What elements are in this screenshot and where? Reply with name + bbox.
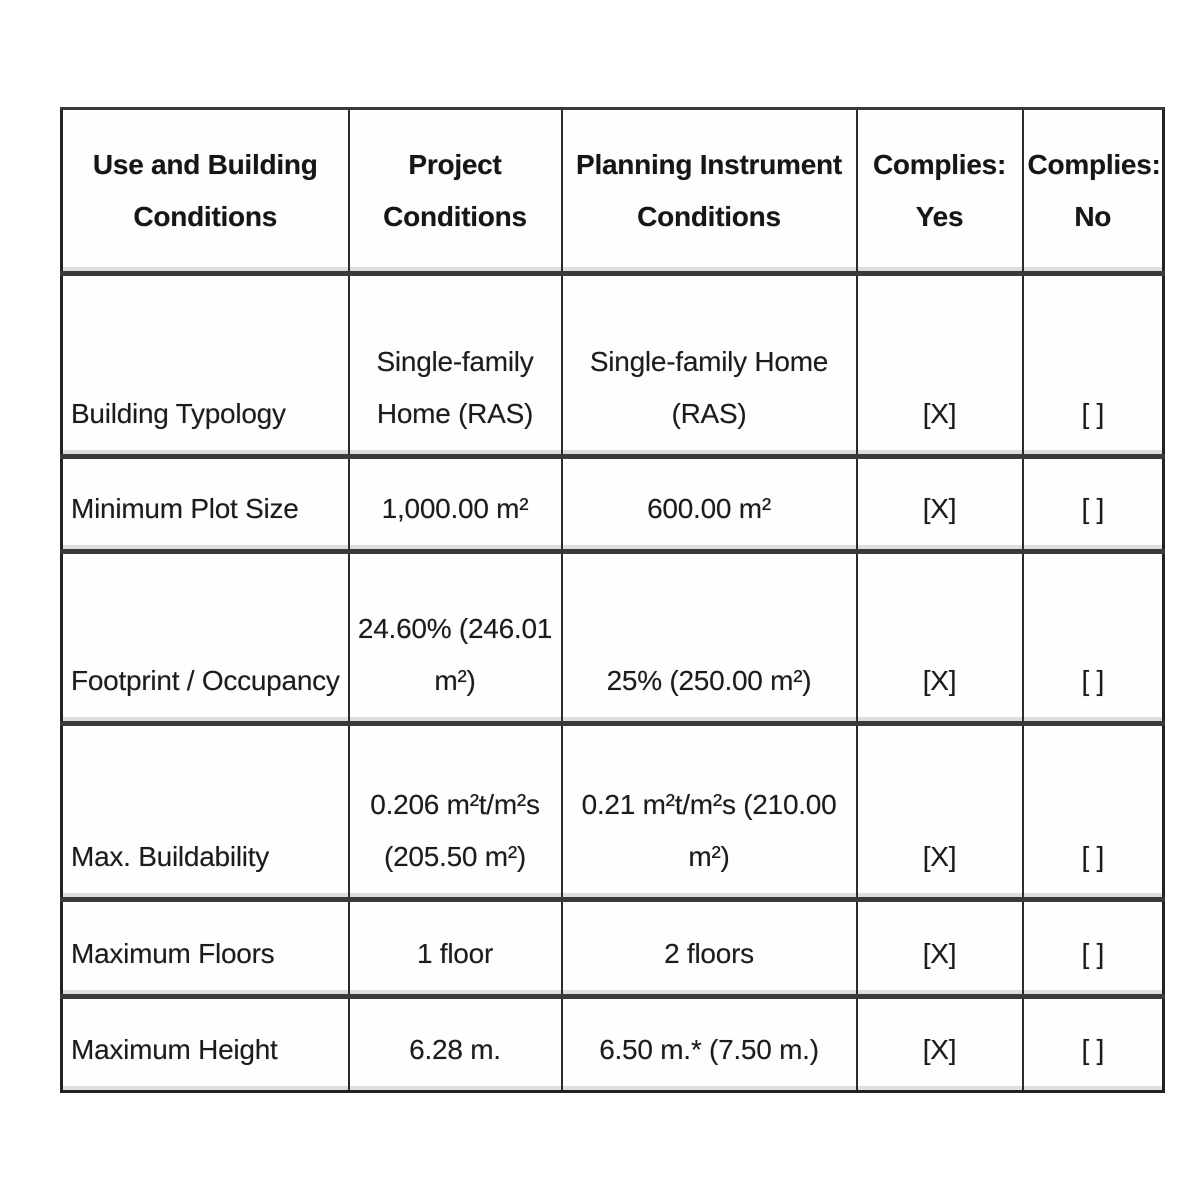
complies-no-mark: [ ]	[1021, 271, 1165, 458]
table-row-maximum-floors: Maximum Floors 1 floor 2 floors [X] [ ]	[60, 897, 1165, 998]
planning-instrument-value: 0.21 m²t/m²s (210.00 m²)	[560, 721, 858, 901]
table-row-max-buildability: Max. Buildability 0.206 m²t/m²s (205.50 …	[60, 721, 1165, 901]
table-row-building-typology: Building Typology Single-family Home (RA…	[60, 271, 1165, 458]
project-conditions-value: Single-family Home (RAS)	[347, 271, 563, 458]
complies-no-mark: [ ]	[1021, 549, 1165, 725]
header-planning-instrument-conditions: Planning Instrument Conditions	[560, 107, 858, 275]
table-row-minimum-plot-size: Minimum Plot Size 1,000.00 m² 600.00 m² …	[60, 454, 1165, 553]
project-conditions-value: 1 floor	[347, 897, 563, 998]
project-conditions-value: 24.60% (246.01 m²)	[347, 549, 563, 725]
complies-no-mark: [ ]	[1021, 454, 1165, 553]
complies-yes-mark: [X]	[855, 897, 1024, 998]
complies-no-mark: [ ]	[1021, 721, 1165, 901]
table-row-footprint-occupancy: Footprint / Occupancy 24.60% (246.01 m²)…	[60, 549, 1165, 725]
project-conditions-value: 1,000.00 m²	[347, 454, 563, 553]
planning-instrument-value: 6.50 m.* (7.50 m.)	[560, 994, 858, 1093]
header-complies-no: Complies: No	[1021, 107, 1165, 275]
complies-no-mark: [ ]	[1021, 994, 1165, 1093]
project-conditions-value: 6.28 m.	[347, 994, 563, 1093]
complies-yes-mark: [X]	[855, 454, 1024, 553]
header-project-conditions: Project Conditions	[347, 107, 563, 275]
complies-yes-mark: [X]	[855, 271, 1024, 458]
row-label: Maximum Floors	[60, 897, 350, 998]
header-use-and-building-conditions: Use and Building Conditions	[60, 107, 350, 275]
complies-yes-mark: [X]	[855, 994, 1024, 1093]
row-label: Footprint / Occupancy	[60, 549, 350, 725]
planning-instrument-value: Single-family Home (RAS)	[560, 271, 858, 458]
building-conditions-compliance-table: Use and Building Conditions Project Cond…	[60, 107, 1165, 1093]
planning-instrument-value: 2 floors	[560, 897, 858, 998]
planning-instrument-value: 600.00 m²	[560, 454, 858, 553]
row-label: Max. Buildability	[60, 721, 350, 901]
row-label: Minimum Plot Size	[60, 454, 350, 553]
complies-yes-mark: [X]	[855, 721, 1024, 901]
table-row-maximum-height: Maximum Height 6.28 m. 6.50 m.* (7.50 m.…	[60, 994, 1165, 1093]
project-conditions-value: 0.206 m²t/m²s (205.50 m²)	[347, 721, 563, 901]
row-label: Building Typology	[60, 271, 350, 458]
planning-instrument-value: 25% (250.00 m²)	[560, 549, 858, 725]
complies-yes-mark: [X]	[855, 549, 1024, 725]
header-row: Use and Building Conditions Project Cond…	[60, 107, 1165, 275]
row-label: Maximum Height	[60, 994, 350, 1093]
header-complies-yes: Complies: Yes	[855, 107, 1024, 275]
complies-no-mark: [ ]	[1021, 897, 1165, 998]
